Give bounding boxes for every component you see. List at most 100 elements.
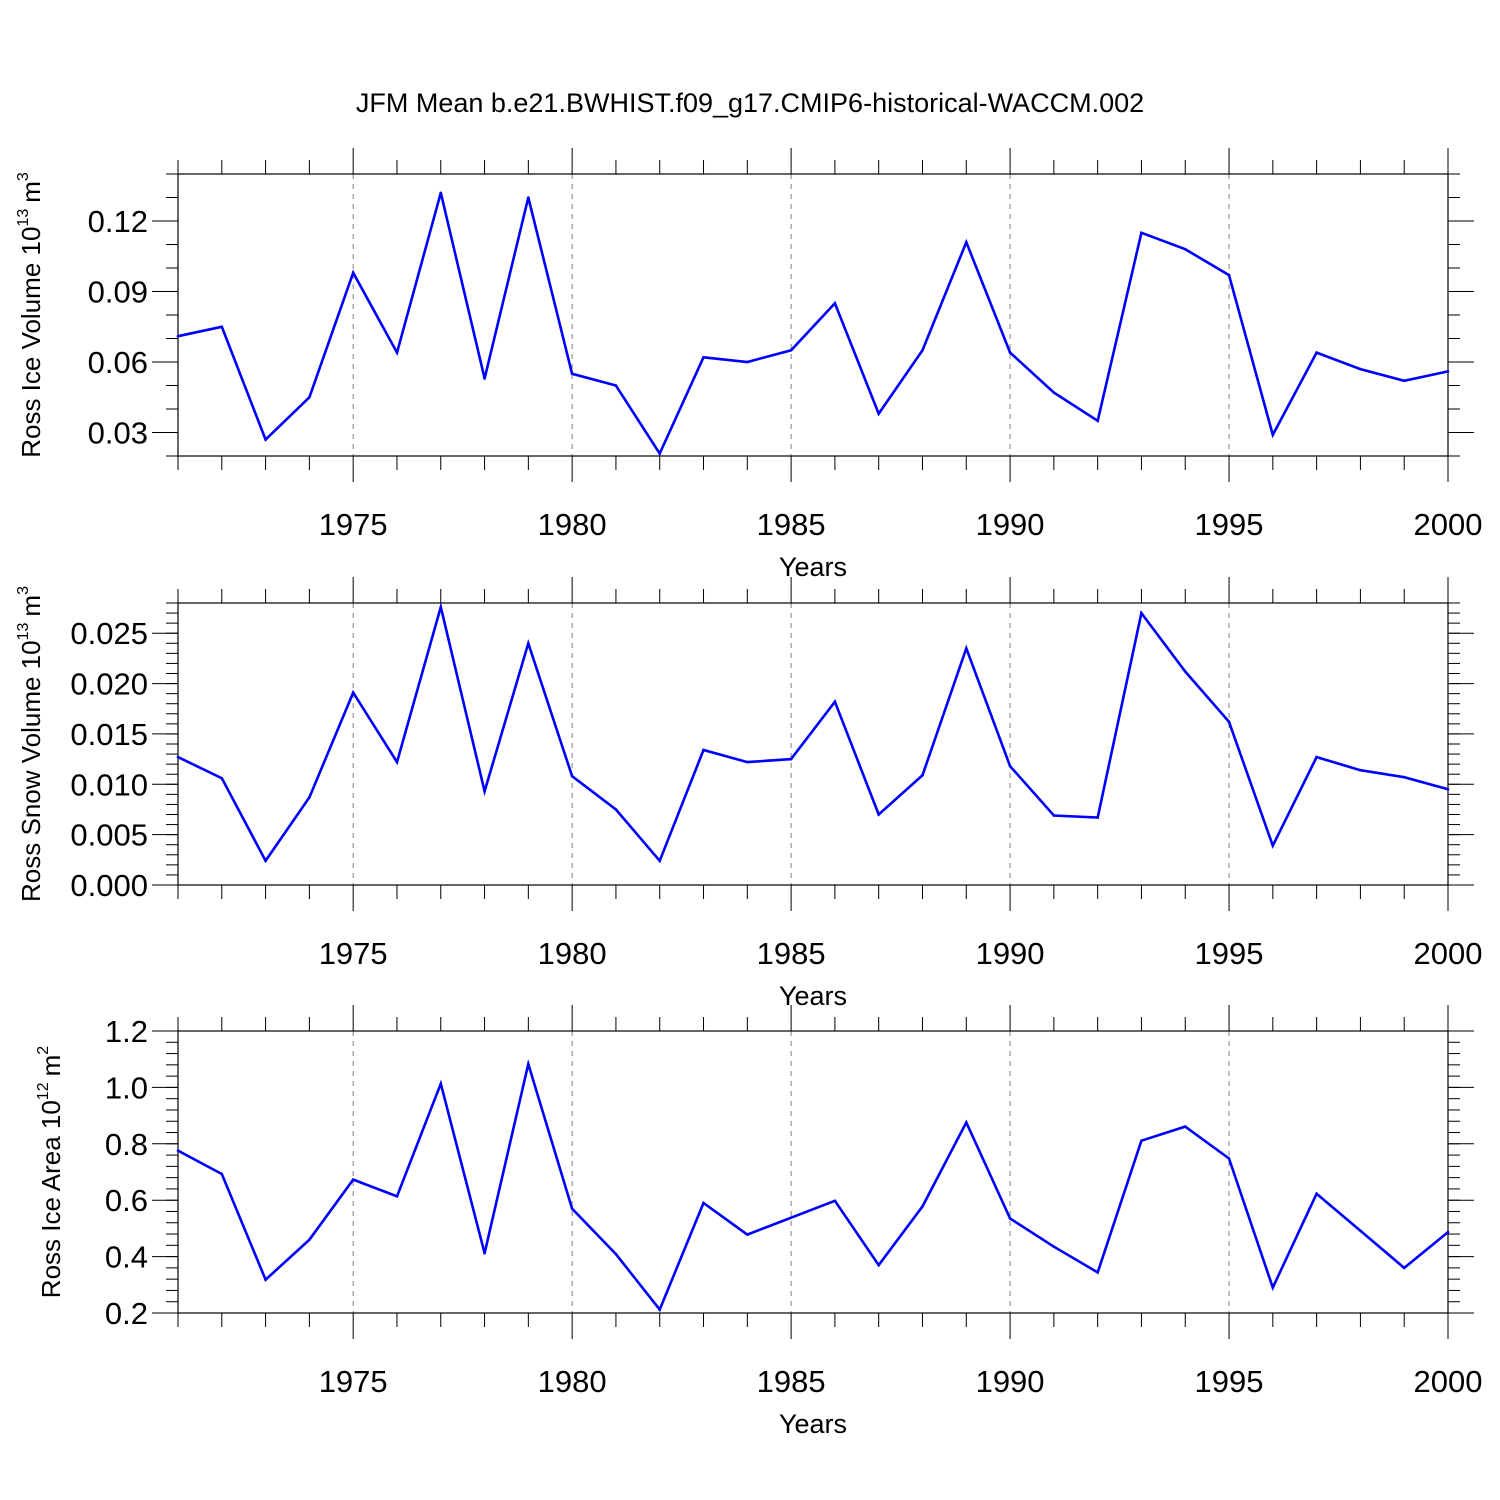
y-tick-label: 0.2: [105, 1296, 148, 1331]
x-tick-label: 1975: [319, 507, 388, 542]
panel-1: 0.03 0.06 0.09 0.12 1975 1980 1985 1990 1995 2000…: [15, 148, 1482, 582]
data-point: [877, 412, 880, 416]
data-point: [833, 301, 837, 305]
x-axis-label: Years: [779, 552, 847, 582]
data-point: [1446, 370, 1450, 373]
data-point: [527, 641, 530, 645]
y-tick-label: 0.8: [105, 1127, 148, 1162]
data-point: [264, 1278, 267, 1282]
data-point: [614, 808, 618, 811]
data-point: [1183, 670, 1187, 673]
x-tick-label: 1985: [757, 1364, 826, 1399]
data-point: [789, 348, 793, 352]
data-point: [570, 1207, 574, 1210]
data-point: [176, 334, 180, 338]
data-point: [483, 790, 486, 793]
data-point: [1140, 231, 1143, 235]
x-tick-label: 1985: [757, 936, 826, 971]
figure-title: JFM Mean b.e21.BWHIST.f09_g17.CMIP6-hist…: [356, 88, 1144, 118]
x-tick-label: 1985: [757, 507, 826, 542]
data-point: [614, 1252, 618, 1256]
data-point: [220, 325, 224, 329]
data-point: [1008, 764, 1012, 768]
x-tick-label: 1990: [976, 507, 1045, 542]
data-point: [1359, 1229, 1362, 1232]
y-axis-label-text: Ross Ice Volume 10: [16, 227, 46, 458]
y-tick-label: 0.06: [88, 345, 148, 380]
data-point: [1359, 768, 1362, 772]
data-point: [570, 774, 574, 778]
data-point: [1315, 351, 1318, 354]
data-point: [746, 760, 749, 764]
y-tick-label: 0.12: [88, 204, 148, 239]
data-point: [439, 1082, 443, 1086]
y-tick-label: 0.025: [70, 616, 148, 651]
y-tick-label: 0.6: [105, 1183, 148, 1218]
y-axis-label-exponent: 13: [15, 622, 32, 640]
data-point: [220, 1172, 224, 1176]
data-point: [789, 757, 793, 761]
y-axis-label-text: Ross Snow Volume 10: [16, 640, 46, 902]
y-axis-label-exponent: 13: [15, 209, 32, 227]
x-tick-label: 1995: [1195, 936, 1264, 971]
data-point: [308, 395, 311, 399]
y-axis-label-unit: m: [36, 1055, 66, 1077]
data-point: [1315, 1192, 1318, 1196]
x-tick-label: 1995: [1195, 1364, 1264, 1399]
data-point: [1096, 419, 1099, 423]
plot-frame: [177, 173, 1449, 457]
panel-3: 0.2 0.4 0.6 0.8 1.0 1.2 1975 1980 1985 1990 1995 20…: [35, 1005, 1482, 1439]
y-axis-label: Ross Ice Area 1012 m2: [35, 1046, 66, 1298]
data-point: [964, 647, 968, 650]
data-point: [1402, 379, 1406, 383]
data-point: [1227, 720, 1231, 724]
data-point: [1096, 1271, 1099, 1274]
data-point: [877, 813, 880, 816]
x-axis-label: Years: [779, 1409, 847, 1439]
data-point: [702, 1201, 705, 1205]
data-point: [789, 1216, 793, 1219]
data-point: [1402, 1266, 1406, 1270]
x-tick-label: 1990: [976, 1364, 1045, 1399]
y-tick-label: 0.000: [70, 868, 148, 903]
data-point: [264, 859, 267, 863]
data-point: [176, 1149, 180, 1152]
data-point: [1402, 775, 1406, 779]
data-point: [1446, 1230, 1450, 1234]
panel-2: 0.000 0.005 0.010 0.015 0.020 0.025 1975 1980 19…: [15, 577, 1482, 1011]
y-axis-label: Ross Ice Volume 1013 m3: [15, 172, 46, 458]
series-line: [177, 601, 1449, 864]
data-point: [921, 348, 924, 352]
y-axis-label: Ross Snow Volume 1013 m3: [15, 586, 46, 902]
data-point: [395, 351, 399, 354]
data-point: [658, 859, 662, 863]
data-point: [351, 1178, 355, 1181]
data-point: [527, 1062, 530, 1066]
y-tick-label: 0.09: [88, 275, 148, 310]
data-point: [483, 377, 486, 380]
y-axis-label-unit-exponent: 3: [15, 172, 32, 181]
y-tick-label: 1.2: [105, 1014, 148, 1049]
data-point: [746, 360, 749, 364]
data-point: [964, 1121, 968, 1124]
y-tick-label: 0.4: [105, 1240, 148, 1275]
data-point: [1052, 1245, 1056, 1249]
data-point: [1359, 367, 1362, 371]
data-point: [1271, 1286, 1275, 1289]
data-point: [833, 700, 837, 703]
data-point: [351, 271, 355, 275]
data-point: [1227, 1157, 1231, 1160]
data-point: [439, 191, 443, 195]
y-tick-label: 0.015: [70, 717, 148, 752]
data-point: [351, 691, 355, 694]
data-point: [1008, 1217, 1012, 1220]
data-point: [702, 748, 705, 752]
y-axis-label-unit: m: [16, 595, 46, 617]
y-axis-label-unit-exponent: 3: [15, 586, 32, 595]
data-point: [658, 452, 662, 455]
x-tick-label: 2000: [1414, 507, 1483, 542]
data-point: [439, 605, 443, 609]
data-point: [395, 760, 399, 764]
data-point: [1271, 844, 1275, 848]
